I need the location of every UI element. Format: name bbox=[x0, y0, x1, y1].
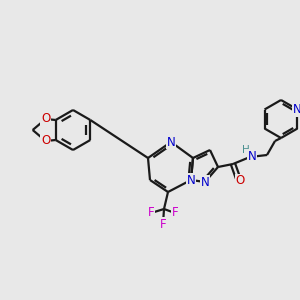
Text: F: F bbox=[148, 206, 154, 220]
Text: O: O bbox=[41, 134, 50, 148]
Text: N: N bbox=[248, 149, 256, 163]
Text: F: F bbox=[172, 206, 178, 220]
Text: N: N bbox=[293, 103, 300, 116]
Text: N: N bbox=[167, 136, 176, 148]
Text: N: N bbox=[201, 176, 209, 188]
Text: O: O bbox=[41, 112, 50, 125]
Text: H: H bbox=[242, 145, 250, 155]
Text: F: F bbox=[160, 218, 166, 230]
Text: O: O bbox=[236, 175, 244, 188]
Text: N: N bbox=[187, 173, 195, 187]
